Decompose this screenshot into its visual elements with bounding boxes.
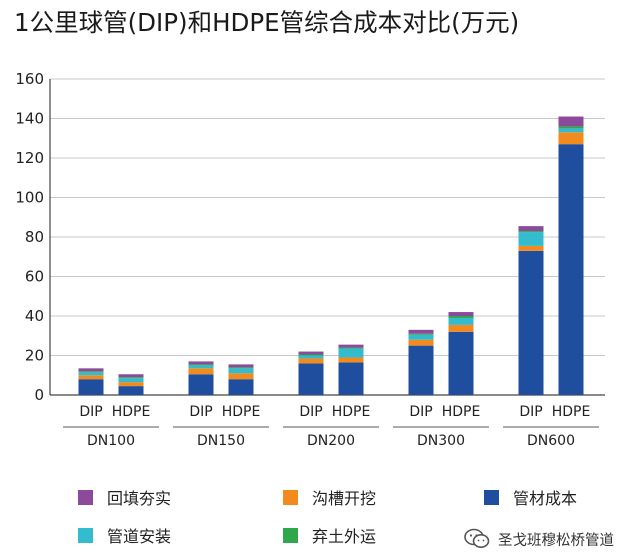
bar-segment (78, 379, 104, 395)
legend-swatch (283, 527, 298, 543)
x-group-label: DN600 (527, 433, 575, 449)
bar-segment (518, 232, 544, 246)
bar-segment (518, 250, 544, 395)
x-category-label: DIP (409, 404, 432, 420)
y-tick-label: 60 (25, 268, 44, 286)
bar-segment (448, 317, 474, 325)
y-tick-label: 20 (25, 347, 44, 365)
bar-segment (448, 316, 474, 318)
x-category-label: HDPE (332, 404, 371, 420)
bar-segment (118, 374, 144, 378)
bar-segment (448, 324, 474, 332)
bar-segment (78, 372, 104, 376)
x-group-label: DN150 (197, 433, 245, 449)
legend-label: 回填夯实 (107, 489, 172, 508)
x-category-label: DIP (519, 404, 542, 420)
bar-segment (408, 334, 434, 340)
legend-label: 管材成本 (513, 489, 578, 508)
bar-segment (228, 373, 254, 380)
legend-item: 沟槽开挖 (283, 485, 376, 509)
legend-label: 弃土外运 (312, 527, 377, 546)
y-tick-label: 80 (25, 228, 44, 246)
y-tick-label: 120 (15, 149, 44, 167)
x-category-label: HDPE (552, 404, 591, 420)
y-tick-label: 140 (15, 110, 44, 128)
bar-segment (118, 382, 144, 387)
bar-segment (228, 364, 254, 368)
y-tick-label: 160 (15, 70, 44, 88)
x-category-label: HDPE (442, 404, 481, 420)
x-category-label: DIP (299, 404, 322, 420)
legend-item: 管材成本 (484, 485, 577, 509)
x-category-label: DIP (189, 404, 212, 420)
bar-segment (518, 226, 544, 232)
bar-segment (558, 132, 584, 145)
bar-segment (78, 375, 104, 380)
bar-segment (188, 364, 214, 366)
bar-segment (298, 363, 324, 395)
bar-segment (298, 351, 324, 355)
y-tick-label: 40 (25, 307, 44, 325)
bar-segment (408, 333, 434, 335)
bar-segment (558, 128, 584, 133)
bar-segment (338, 362, 364, 395)
legend-swatch (78, 489, 93, 505)
bar-segment (78, 368, 104, 372)
legend-item: 回填夯实 (78, 485, 171, 509)
y-tick-label: 0 (34, 386, 44, 404)
bar-segment (338, 347, 364, 349)
legend-label: 管道安装 (107, 527, 172, 546)
bar-segment (228, 367, 254, 369)
x-group-label: DN100 (87, 433, 135, 449)
bar-segment (298, 354, 324, 356)
x-category-label: HDPE (112, 404, 151, 420)
legend-item: 管道安装 (78, 523, 171, 547)
legend-swatch (484, 489, 499, 505)
bar-segment (338, 348, 364, 358)
legend-swatch (78, 527, 93, 543)
bar-segment (518, 245, 544, 251)
watermark: 圣戈班穆松桥管道 (464, 528, 614, 550)
bar-segment (118, 386, 144, 395)
chart-title: 1公里球管(DIP)和HDPE管综合成本对比(万元) (14, 8, 520, 37)
bar-segment (228, 379, 254, 395)
x-category-label: DIP (79, 404, 102, 420)
y-tick-label: 100 (15, 189, 44, 207)
bar-segment (298, 355, 324, 359)
bar-segment (298, 358, 324, 364)
bar-segment (448, 312, 474, 316)
bar-segment (408, 339, 434, 346)
stacked-bar-chart: 0 20 40 60 80 100 120 140 160 DIP HDPE DIP HDPE DIP HD… (15, 70, 605, 449)
bar-segment (558, 144, 584, 395)
legend-swatch (283, 489, 298, 505)
wechat-icon (464, 528, 490, 550)
x-group-label: DN300 (417, 433, 465, 449)
bar-segment (448, 331, 474, 395)
bar-segment (228, 368, 254, 374)
bar-segment (338, 344, 364, 348)
bar-segment (118, 378, 144, 383)
bar-segment (188, 374, 214, 395)
watermark-text: 圣戈班穆松桥管道 (498, 532, 614, 549)
bar-segment (118, 377, 144, 379)
bar-segment (338, 357, 364, 363)
bar-segment (558, 126, 584, 129)
x-category-label: HDPE (222, 404, 261, 420)
bar-segment (188, 361, 214, 365)
bar-segment (558, 116, 584, 127)
legend-label: 沟槽开挖 (312, 489, 377, 508)
bar-segment (408, 329, 434, 334)
bar-segment (188, 368, 214, 375)
bar-segment (518, 231, 544, 233)
bar-segment (188, 365, 214, 369)
legend-item: 弃土外运 (283, 523, 376, 547)
bar-segment (78, 371, 104, 373)
bar-segment (408, 345, 434, 395)
x-group-label: DN200 (307, 433, 355, 449)
